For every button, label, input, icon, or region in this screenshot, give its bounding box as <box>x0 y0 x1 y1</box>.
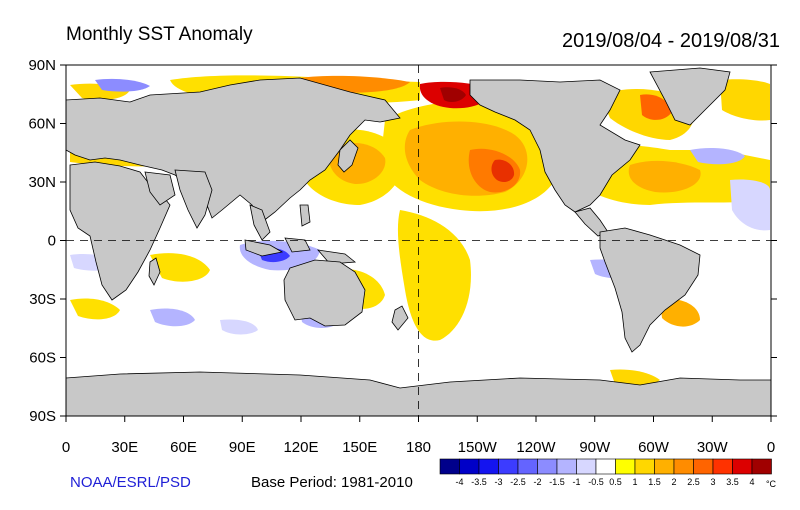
colorbar-tick-label: -0.5 <box>588 477 604 487</box>
colorbar-tick-label: 1.5 <box>648 477 661 487</box>
new-zealand <box>391 305 409 331</box>
arabia <box>144 171 176 206</box>
lat-label-90s: 90S <box>29 408 56 425</box>
lat-label-30n: 30N <box>28 174 56 191</box>
philippines <box>299 204 311 227</box>
colorbar-swatch <box>478 458 499 475</box>
colorbar-tick-label: 0.5 <box>609 477 622 487</box>
colorbar-swatch <box>712 458 733 475</box>
colorbar-swatch <box>537 458 558 475</box>
lon-label-0: 0 <box>62 439 70 456</box>
colorbar-tick-label: 2 <box>671 477 676 487</box>
indonesia-1 <box>244 239 284 257</box>
lon-labels: 0 30E 60E 90E 120E 150E 180 150W 120W 90… <box>62 439 775 456</box>
lon-label-0-end: 0 <box>767 439 775 456</box>
southeast-asia <box>249 204 271 241</box>
madagascar <box>148 257 161 286</box>
new-guinea <box>316 249 357 265</box>
colorbar-tick-label: 1 <box>632 477 637 487</box>
japan <box>337 139 359 173</box>
credit-text: NOAA/ESRL/PSD <box>70 474 191 491</box>
lon-label-90e: 90E <box>229 439 256 456</box>
colorbar-swatch <box>595 458 616 475</box>
lat-label-eq: 0 <box>48 233 56 250</box>
colorbar-tick-label: -1 <box>572 477 580 487</box>
lat-label-30s: 30S <box>29 291 56 308</box>
colorbar-swatch <box>732 458 753 475</box>
colorbar-tick-label: -4 <box>455 477 463 487</box>
lon-label-180: 180 <box>406 439 431 456</box>
base-period: Base Period: 1981-2010 <box>251 474 413 491</box>
north-america <box>469 79 641 213</box>
colorbar-swatch <box>615 458 636 475</box>
colorbar-swatch <box>634 458 655 475</box>
colorbar-swatch <box>654 458 675 475</box>
colorbar-labels: -4 -3.5 -3 -2.5 -2 -1.5 -1 -0.5 0.5 1 1.5 2 2.5 3 3.5 4 <box>455 477 754 487</box>
colorbar-swatch <box>693 458 714 475</box>
map-title: Monthly SST Anomaly <box>66 24 253 45</box>
colorbar-swatch <box>459 458 480 475</box>
colorbar-tick-label: -3 <box>494 477 502 487</box>
lon-label-30w: 30W <box>697 439 729 456</box>
lon-label-150w: 150W <box>458 439 498 456</box>
lon-label-120e: 120E <box>283 439 318 456</box>
colorbar-swatch <box>751 458 772 475</box>
colorbar-unit: °C <box>766 479 777 489</box>
colorbar-tick-label: 4 <box>749 477 754 487</box>
lon-label-120w: 120W <box>516 439 556 456</box>
lon-label-150e: 150E <box>342 439 377 456</box>
colorbar-tick-label: -1.5 <box>549 477 565 487</box>
colorbar-swatch <box>439 458 460 475</box>
colorbar-swatch <box>517 458 538 475</box>
colorbar-tick-label: -2 <box>533 477 541 487</box>
tick-marks <box>60 64 777 422</box>
colorbar-swatch <box>576 458 597 475</box>
lon-label-60w: 60W <box>638 439 670 456</box>
lon-label-90w: 90W <box>579 439 611 456</box>
colorbar-swatch <box>673 458 694 475</box>
colorbar-swatch <box>556 458 577 475</box>
indonesia-2 <box>284 237 311 253</box>
colorbar <box>439 458 772 475</box>
india <box>174 169 213 229</box>
lat-labels: 90N 60N 30N 0 30S 60S 90S <box>28 57 56 425</box>
colorbar-tick-label: 2.5 <box>687 477 700 487</box>
lon-label-60e: 60E <box>170 439 197 456</box>
australia <box>283 259 366 327</box>
south-america <box>599 227 701 353</box>
colorbar-tick-label: 3 <box>710 477 715 487</box>
date-range: 2019/08/04 - 2019/08/31 <box>562 30 780 52</box>
lat-label-90n: 90N <box>28 57 56 74</box>
lon-label-30e: 30E <box>111 439 138 456</box>
colorbar-tick-label: -2.5 <box>510 477 526 487</box>
greenland <box>649 67 731 126</box>
eurasia <box>65 77 401 223</box>
colorbar-tick-label: -3.5 <box>471 477 487 487</box>
colorbar-tick-label: 3.5 <box>726 477 739 487</box>
africa <box>69 161 171 301</box>
lat-label-60n: 60N <box>28 116 56 133</box>
lat-label-60s: 60S <box>29 350 56 367</box>
colorbar-swatch <box>498 458 519 475</box>
